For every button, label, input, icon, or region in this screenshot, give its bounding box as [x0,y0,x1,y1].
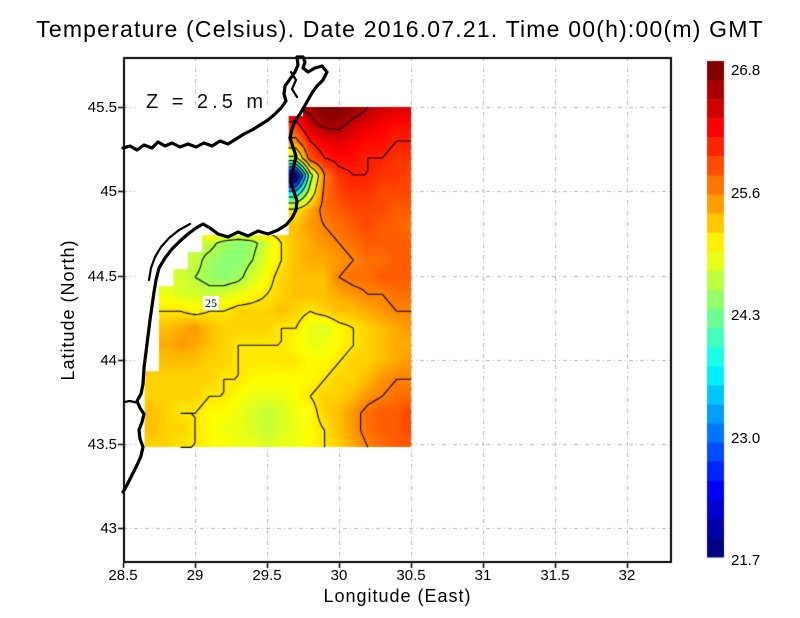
contour-value-label: 25 [203,296,219,310]
y-tick-label: 45 [100,183,117,201]
x-tick-label: 28.5 [108,567,138,584]
x-tick-label: 30.5 [396,567,426,584]
plot-title: Temperature (Celsius). Date 2016.07.21. … [36,16,764,42]
x-tick-label: 29 [186,567,204,584]
y-tick-label: 44.5 [87,267,117,285]
depth-annotation: Z = 2.5 m [146,91,268,113]
y-tick-label: 45.5 [87,99,117,116]
x-tick-label: 31 [474,567,492,584]
x-axis-label: Longitude (East) [323,586,472,606]
colorbar-tick-label: 23.0 [731,429,761,447]
x-tick-label: 32 [618,567,636,584]
colorbar-tick-label: 24.3 [731,307,761,324]
x-tick-label: 31.5 [540,567,570,584]
y-tick-label: 43 [100,520,117,538]
x-tick-label: 29.5 [252,567,282,584]
colorbar-tick-label: 25.6 [731,184,761,202]
x-tick-label: 30 [330,567,348,584]
colorbar-tick-label: 26.8 [731,62,761,79]
y-tick-label: 44 [100,351,117,369]
y-tick-label: 43.5 [87,436,117,453]
colorbar-tick-label: 21.7 [731,552,761,569]
